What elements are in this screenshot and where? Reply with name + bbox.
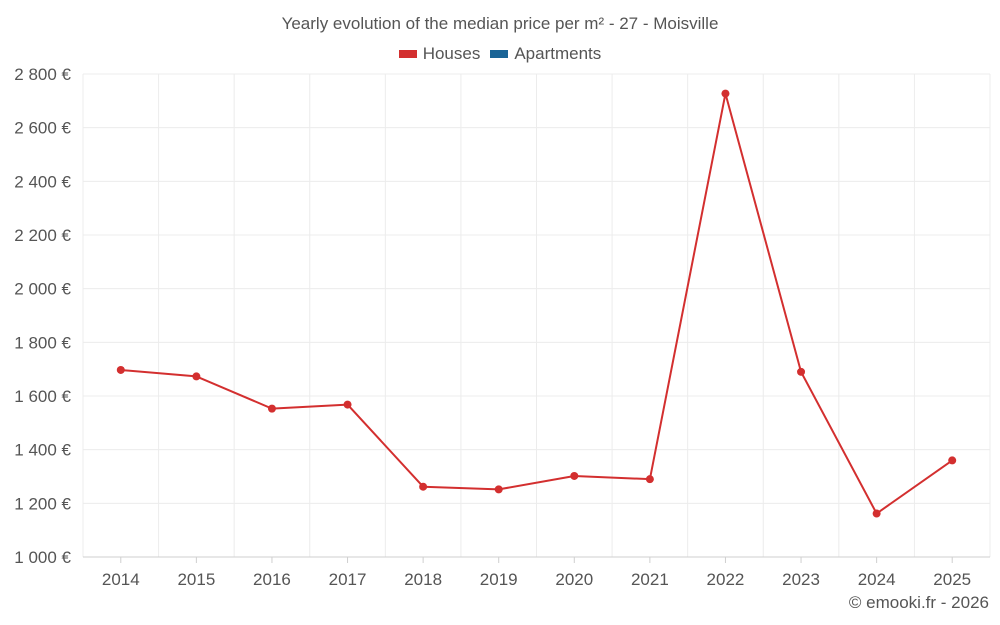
y-tick-label: 1 800 € <box>14 333 71 352</box>
x-tick-label: 2023 <box>782 570 820 589</box>
legend-label-houses: Houses <box>422 44 481 63</box>
data-point <box>645 475 654 484</box>
x-tick-label: 2015 <box>177 570 215 589</box>
x-tick-label: 2021 <box>631 570 669 589</box>
series-line-houses <box>120 92 953 515</box>
x-tick-label: 2025 <box>933 570 971 589</box>
data-point <box>116 365 125 374</box>
x-tick-label: 2014 <box>102 570 140 589</box>
legend: Houses Apartments <box>0 44 1000 64</box>
x-tick-label: 2024 <box>858 570 896 589</box>
y-tick-label: 2 000 € <box>14 280 71 299</box>
data-point <box>343 400 352 409</box>
y-tick-label: 2 600 € <box>14 119 71 138</box>
data-point <box>419 482 428 491</box>
x-tick-label: 2016 <box>253 570 291 589</box>
x-tick-label: 2019 <box>480 570 518 589</box>
y-tick-label: 1 200 € <box>14 494 71 513</box>
series-houses <box>116 89 957 518</box>
chart-title: Yearly evolution of the median price per… <box>281 14 719 33</box>
legend-swatch-houses <box>398 50 417 58</box>
y-tick-label: 1 000 € <box>14 548 71 567</box>
copyright-credit: © emooki.fr - 2026 <box>848 593 989 612</box>
grid-lines <box>82 73 991 557</box>
x-tick-label: 2020 <box>555 570 593 589</box>
data-point <box>192 372 201 381</box>
data-point <box>797 367 806 376</box>
y-tick-label: 2 800 € <box>14 65 71 84</box>
data-point <box>948 456 957 465</box>
y-tick-label: 1 400 € <box>14 441 71 460</box>
data-point <box>570 471 579 480</box>
x-tick-label: 2017 <box>329 570 367 589</box>
x-tick-label: 2022 <box>707 570 745 589</box>
y-tick-label: 1 600 € <box>14 387 71 406</box>
legend-item-apartments[interactable]: Apartments <box>490 44 601 64</box>
x-tick-label: 2018 <box>404 570 442 589</box>
data-point <box>494 485 503 494</box>
data-point <box>267 404 276 413</box>
legend-label-apartments: Apartments <box>514 44 602 63</box>
legend-swatch-apartments <box>490 50 509 58</box>
y-tick-label: 2 400 € <box>14 172 71 191</box>
y-tick-label: 2 200 € <box>14 226 71 245</box>
legend-item-houses[interactable]: Houses <box>398 44 481 64</box>
data-point <box>721 89 730 98</box>
data-point <box>872 509 881 518</box>
